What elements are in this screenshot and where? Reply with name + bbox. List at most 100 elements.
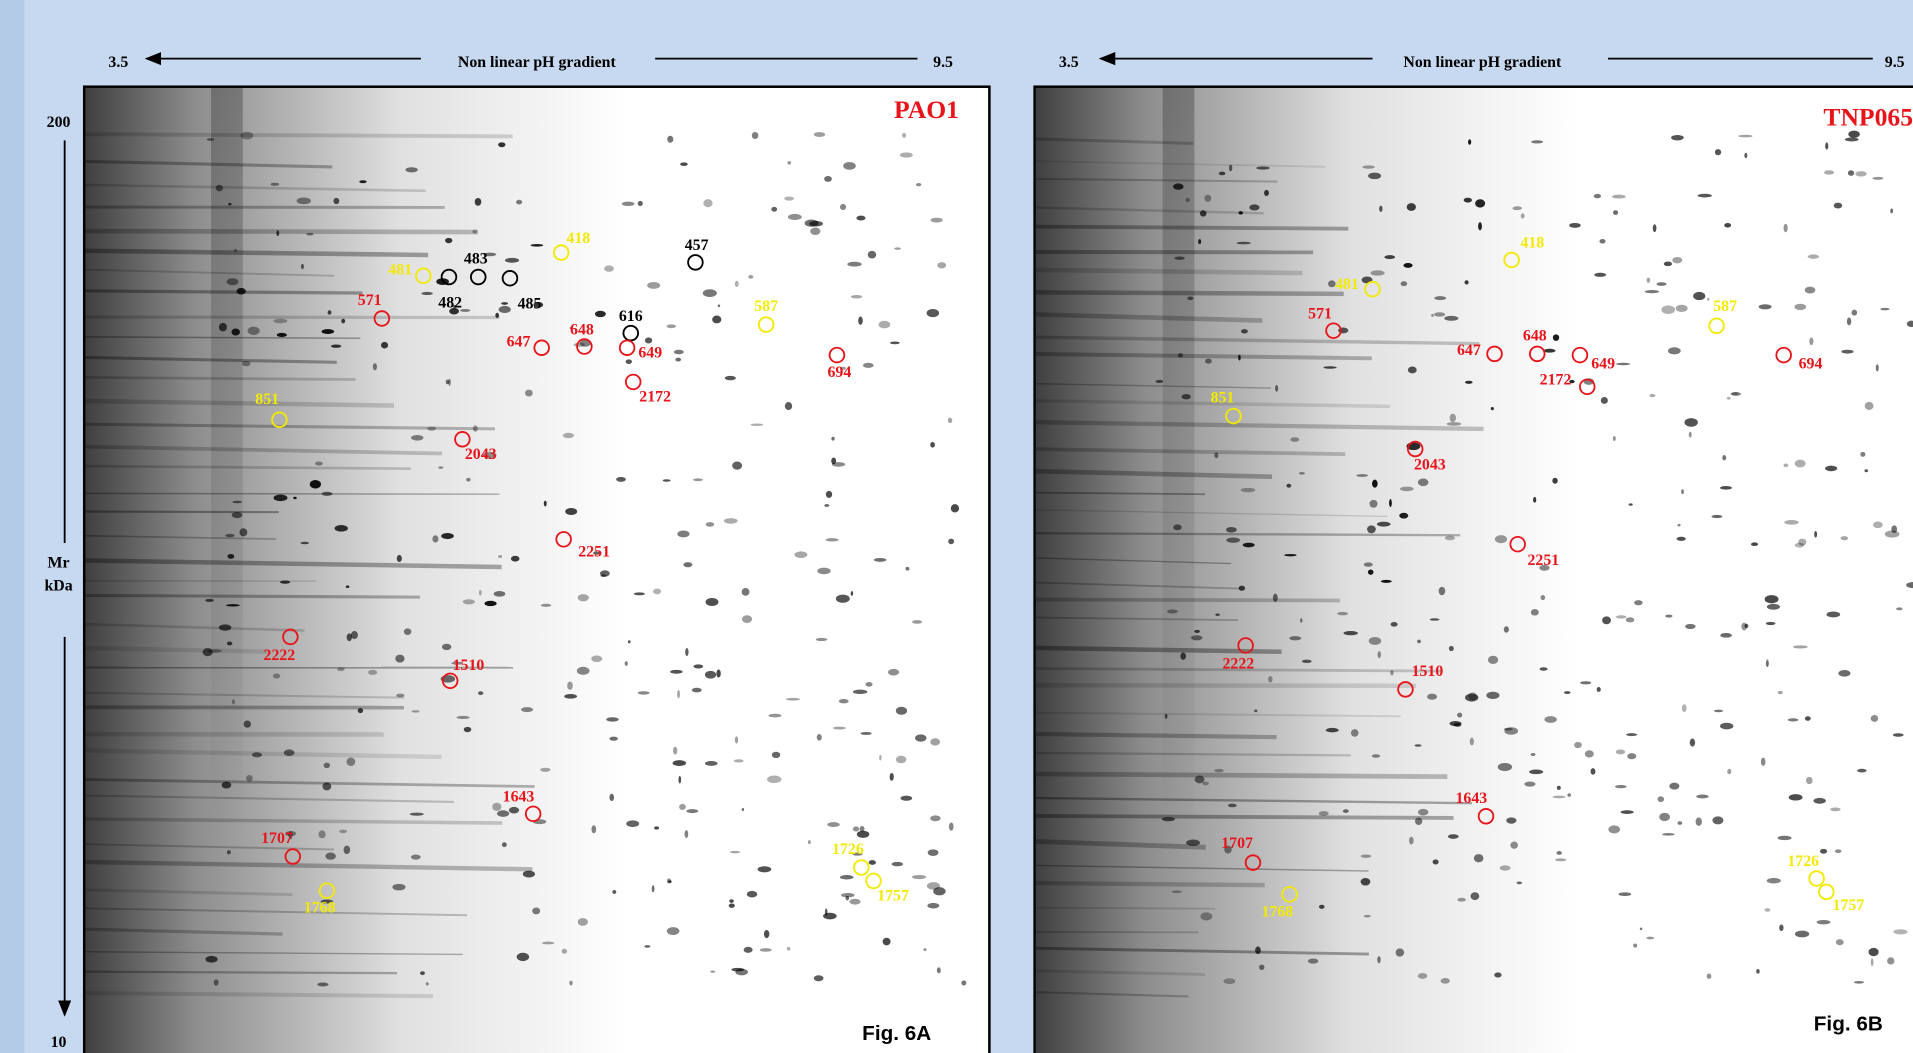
gel-spot bbox=[1268, 676, 1272, 683]
mr-label: Mr bbox=[48, 554, 70, 571]
gel-spot bbox=[1500, 865, 1511, 870]
gel-spot bbox=[448, 379, 450, 386]
figure: 200 Mr kDa 10 3.5Non linear pH gradient9… bbox=[0, 0, 1913, 1053]
gel-spot bbox=[1521, 213, 1525, 218]
spot-label: 1768 bbox=[304, 900, 336, 917]
gel-spot bbox=[1364, 915, 1371, 918]
gel-spot bbox=[1255, 947, 1261, 955]
spot-label: 2043 bbox=[1414, 457, 1446, 474]
gel-spot bbox=[411, 435, 423, 441]
gel-spot bbox=[1848, 170, 1854, 176]
gel-spot bbox=[948, 539, 954, 545]
gel-spot bbox=[1608, 825, 1620, 833]
gel-spot bbox=[901, 796, 913, 801]
gel-spot bbox=[1165, 714, 1168, 719]
gel-spot bbox=[1893, 929, 1907, 934]
gel-spot bbox=[606, 717, 618, 721]
gel-spot bbox=[1854, 981, 1864, 984]
gel-spot bbox=[1852, 310, 1858, 316]
gel-spot bbox=[1806, 777, 1813, 784]
gel-spot bbox=[1377, 522, 1391, 527]
gel-spot bbox=[494, 591, 506, 597]
gel-band bbox=[85, 972, 397, 973]
gel-spot bbox=[1890, 208, 1893, 213]
gel-spot bbox=[1767, 604, 1780, 610]
gel-spot bbox=[1364, 562, 1373, 566]
gel-spot bbox=[653, 588, 661, 594]
gel-spot bbox=[248, 327, 260, 335]
gel-spot bbox=[368, 670, 377, 675]
gel-spot bbox=[916, 183, 921, 186]
gel-spot bbox=[680, 162, 688, 166]
gel-spot bbox=[225, 534, 234, 537]
gel-spot bbox=[1195, 776, 1205, 784]
gel-spot bbox=[1319, 905, 1325, 909]
gel-spot bbox=[1198, 239, 1201, 244]
gel-spot bbox=[411, 854, 421, 859]
gel-spot bbox=[706, 522, 715, 527]
gel-spot bbox=[1876, 364, 1879, 371]
gel-spot bbox=[677, 690, 680, 698]
gel-spot bbox=[463, 599, 475, 604]
gel-spot bbox=[442, 644, 452, 650]
gel-spot bbox=[1241, 329, 1248, 333]
gel-spot bbox=[1439, 587, 1446, 596]
ph-left: 3.5 bbox=[108, 54, 128, 71]
gel-spot bbox=[324, 763, 330, 769]
gel-spot bbox=[1512, 206, 1522, 210]
gel-spot bbox=[1162, 817, 1175, 821]
gel-spot bbox=[896, 756, 906, 764]
gel-spot bbox=[685, 830, 689, 838]
gel-spot bbox=[703, 289, 717, 297]
gel-spot bbox=[794, 551, 807, 558]
gel-spot bbox=[1241, 488, 1256, 492]
gel-spot bbox=[1367, 525, 1376, 533]
gel-spot bbox=[1401, 281, 1408, 286]
gel-spot bbox=[1720, 486, 1732, 490]
gel-spot bbox=[1457, 898, 1466, 902]
gel-spot bbox=[784, 196, 794, 200]
gel-spot bbox=[1841, 350, 1853, 354]
gel-spot bbox=[226, 604, 240, 606]
gel-spot bbox=[670, 670, 682, 674]
gel-spot bbox=[718, 304, 720, 307]
ph-title: Non linear pH gradient bbox=[1403, 54, 1562, 71]
gel-spot bbox=[853, 690, 867, 694]
gel-spot bbox=[686, 809, 698, 813]
gel-spot bbox=[1343, 809, 1349, 813]
gel-spot bbox=[1594, 194, 1601, 198]
gel-spot bbox=[902, 133, 906, 138]
gel-spot bbox=[219, 323, 227, 332]
spot-label: 571 bbox=[1308, 305, 1332, 322]
gel-spot bbox=[277, 333, 287, 337]
gel-spot bbox=[1864, 469, 1868, 472]
gel-spot bbox=[358, 708, 363, 713]
gel-spot bbox=[214, 979, 219, 985]
gel-spot bbox=[569, 981, 572, 986]
gel-spot bbox=[1400, 487, 1414, 492]
gel-spot bbox=[1544, 349, 1556, 353]
gel-spot bbox=[831, 457, 836, 464]
gel-spot bbox=[1784, 520, 1798, 525]
gel-spot bbox=[906, 567, 910, 571]
gel-band bbox=[85, 134, 512, 136]
gel-spot bbox=[239, 528, 247, 536]
gel-spot bbox=[1712, 816, 1723, 824]
spot-label: 1643 bbox=[503, 789, 535, 806]
gel-spot bbox=[1475, 199, 1485, 207]
spot-label: 1643 bbox=[1455, 790, 1487, 807]
gel-spot bbox=[505, 258, 519, 263]
gel-spot bbox=[1613, 436, 1616, 441]
gel-spot bbox=[840, 875, 854, 879]
gel-spot bbox=[1788, 718, 1799, 721]
gel-spot bbox=[865, 682, 872, 687]
spot-label: 694 bbox=[827, 364, 851, 381]
gel-spot bbox=[1789, 794, 1803, 800]
gel-spot bbox=[1783, 464, 1788, 468]
spot-label: 1768 bbox=[1262, 903, 1294, 920]
gel-band bbox=[85, 512, 278, 513]
gel-spot bbox=[827, 822, 839, 827]
gel-spot bbox=[1418, 809, 1428, 816]
gel-spot bbox=[856, 216, 865, 221]
gel-spot bbox=[883, 938, 891, 946]
